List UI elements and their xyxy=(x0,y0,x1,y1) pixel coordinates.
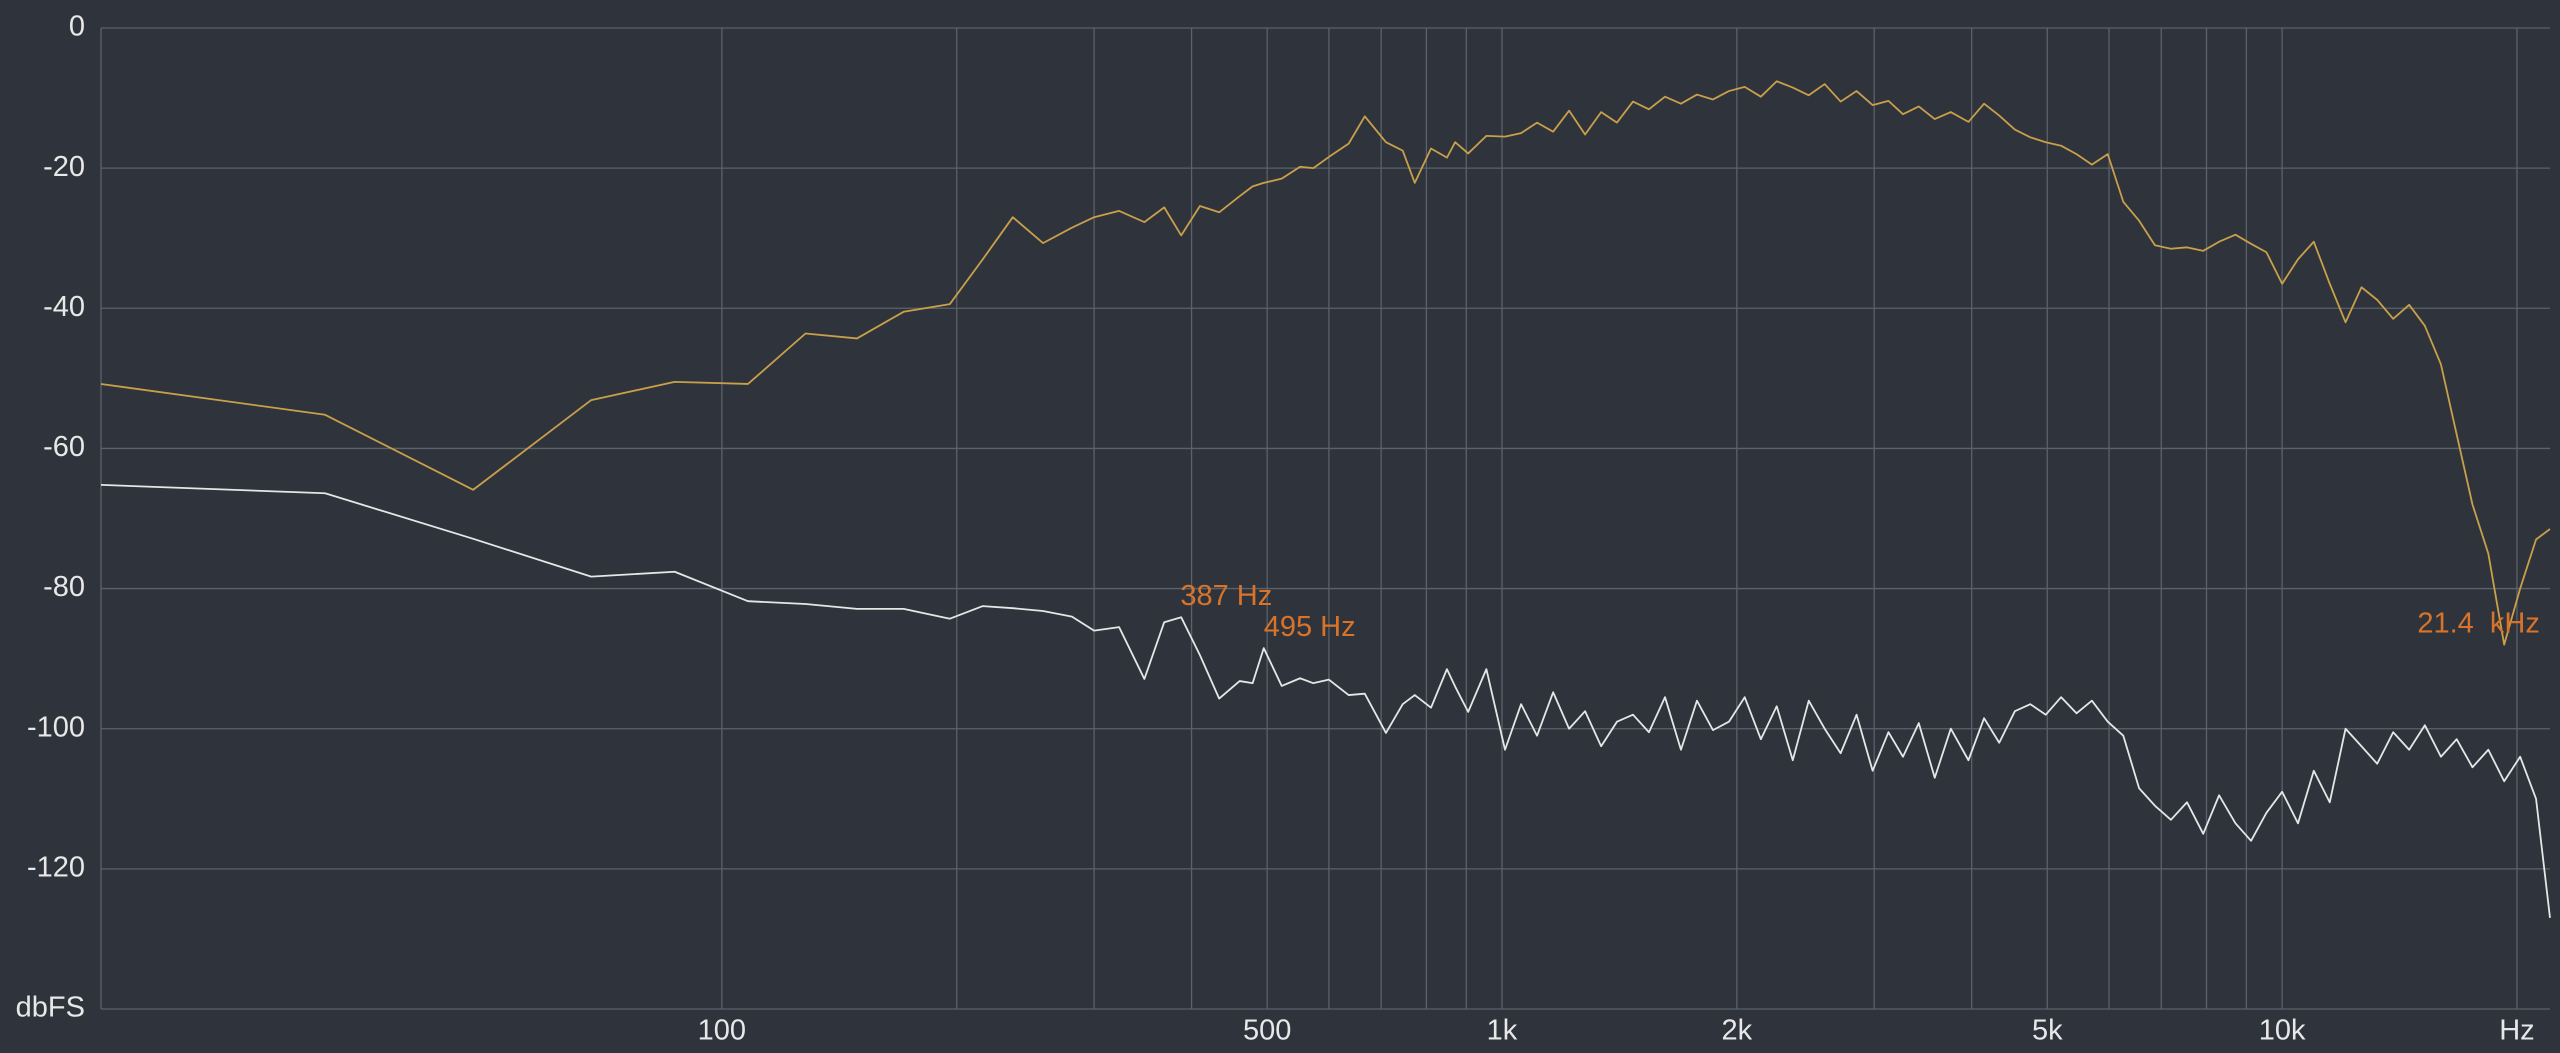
x-tick-label: 5k xyxy=(2032,1015,2063,1047)
y-tick-label: -120 xyxy=(27,852,85,884)
spectrum-line xyxy=(100,80,2551,646)
x-tick-label: 10k xyxy=(2259,1015,2306,1047)
y-tick-label: -20 xyxy=(43,151,85,183)
x-tick-label: 1k xyxy=(1487,1015,1518,1047)
spectrum-line xyxy=(100,483,2551,919)
x-tick-label: 2k xyxy=(1722,1015,1753,1047)
y-tick-label: -80 xyxy=(43,571,85,603)
y-tick-label: dbFS xyxy=(16,992,85,1024)
x-tick-label: 500 xyxy=(1243,1015,1291,1047)
y-tick-label: -60 xyxy=(43,431,85,463)
annotation: 495 Hz xyxy=(1264,611,1356,643)
annotation: 21.4 kHz xyxy=(2417,607,2540,639)
y-tick-label: -40 xyxy=(43,291,85,323)
annotation: 387 Hz xyxy=(1180,580,1272,612)
y-tick-label: 0 xyxy=(69,11,85,43)
x-tick-label: 100 xyxy=(698,1015,746,1047)
x-tick-label: Hz xyxy=(2499,1015,2534,1047)
y-tick-label: -100 xyxy=(27,711,85,743)
